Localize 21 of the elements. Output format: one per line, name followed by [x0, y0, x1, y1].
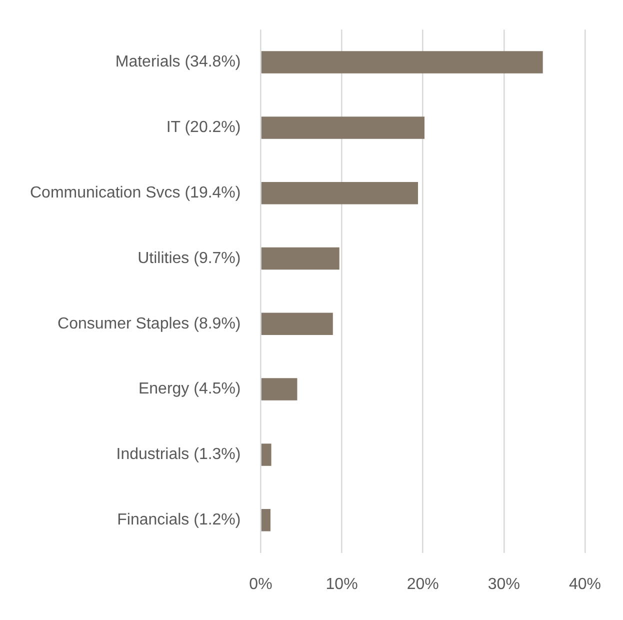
y-tick-label: Energy (4.5%) — [138, 380, 241, 398]
bar — [261, 312, 333, 336]
bar — [261, 182, 418, 204]
y-tick-label: Communication Svcs (19.4%) — [30, 184, 241, 202]
bar — [261, 247, 340, 270]
x-tick-label: 0% — [249, 576, 272, 593]
y-tick-label: Financials (1.2%) — [117, 512, 241, 529]
x-tick-label: 20% — [406, 576, 439, 593]
y-tick-label: Utilities (9.7%) — [138, 250, 241, 267]
x-tick-label: 10% — [326, 576, 358, 593]
x-tick-label: 40% — [568, 576, 602, 593]
y-tick-label: IT (20.2%) — [166, 119, 241, 136]
y-tick-label: Consumer Staples (8.9%) — [58, 315, 241, 332]
x-tick-label: 30% — [488, 576, 520, 593]
bar — [261, 51, 543, 74]
y-tick-label: Materials (34.8%) — [115, 54, 241, 71]
bar — [261, 116, 424, 139]
y-tick-label: Industrials (1.3%) — [116, 446, 241, 464]
bar — [261, 508, 270, 532]
bar — [261, 444, 272, 466]
bar — [261, 378, 298, 400]
